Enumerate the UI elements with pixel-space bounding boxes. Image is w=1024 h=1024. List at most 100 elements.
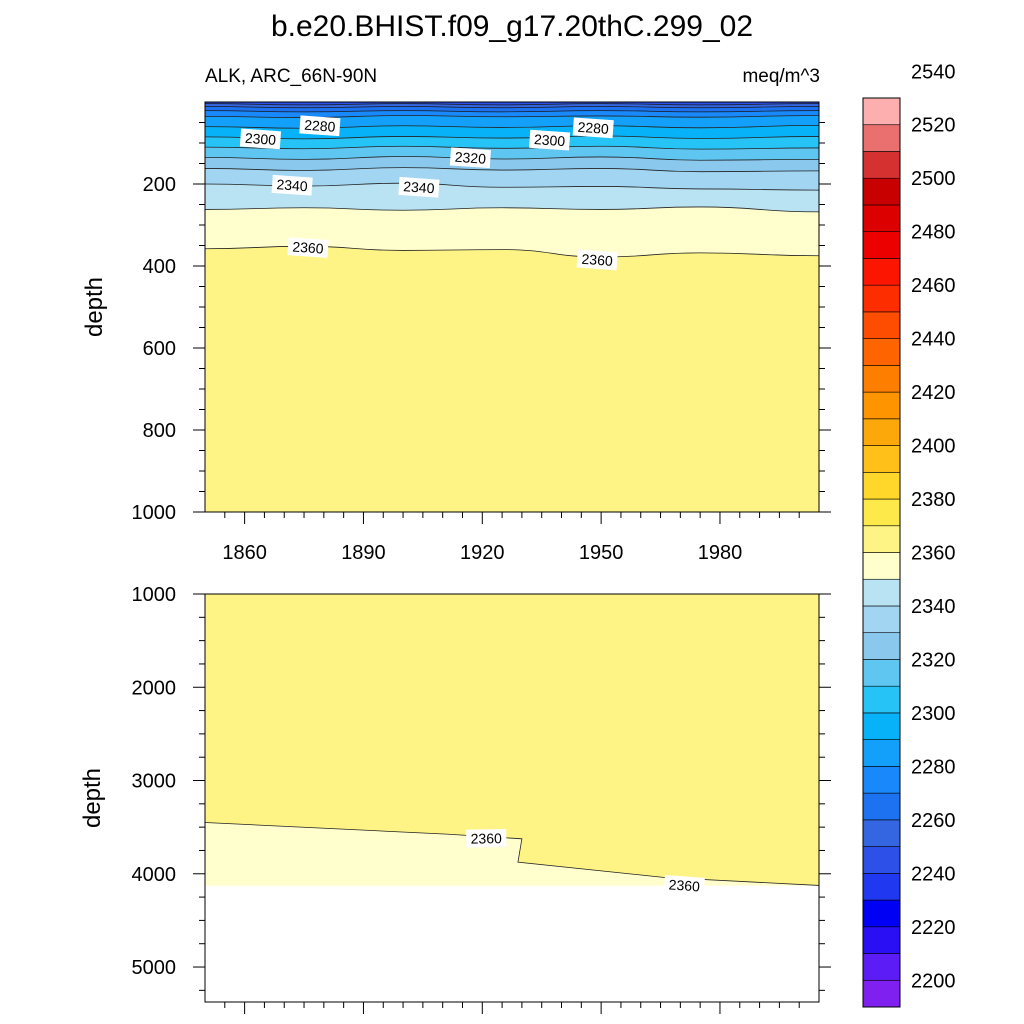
- upper-contour-label-text: 2360: [292, 238, 324, 256]
- colorbar-swatch: [862, 899, 901, 928]
- upper-contour-label: 2280: [572, 117, 614, 139]
- upper-contour-line: [204, 103, 820, 106]
- colorbar-swatch: [862, 578, 901, 607]
- colorbar-swatch: [862, 311, 901, 339]
- colorbar-swatch: [862, 685, 901, 714]
- upper-contour-labels: 2280 2280 2300 2300 2320 2340 2340 2360 2360: [239, 115, 618, 271]
- upper-right-string: meq/m^3: [742, 66, 820, 87]
- colorbar-swatch: [862, 659, 901, 687]
- colorbar-swatch: [862, 177, 901, 206]
- colorbar-swatch: [862, 97, 901, 126]
- colorbar: 2200 2220 2240 2260 2280 2300 2320 2340 2360 2380…: [862, 61, 956, 1008]
- colorbar-label: 2540: [911, 61, 956, 83]
- upper-contour-line: [204, 206, 820, 213]
- lower-x-axis: [224, 1002, 800, 1014]
- colorbar-label: 2520: [911, 115, 956, 137]
- lower-contour-label-text: 2360: [471, 830, 503, 847]
- upper-contour-label: 2300: [529, 129, 571, 151]
- upper-contour-label: 2340: [398, 176, 440, 198]
- upper-x-axis: 1860 1890 1920 1950 1980: [222, 512, 800, 564]
- colorbar-swatch: [862, 819, 901, 847]
- colorbar-swatch: [862, 926, 901, 954]
- upper-contour-label: 2320: [449, 147, 491, 169]
- colorbar-label: 2340: [911, 596, 956, 618]
- upper-contour-label-text: 2300: [534, 131, 566, 149]
- colorbar-swatch: [862, 792, 901, 821]
- colorbar-swatch: [862, 712, 901, 740]
- upper-left-string: ALK, ARC_66N-90N: [205, 66, 377, 87]
- upper-contour-label-text: 2280: [577, 119, 609, 137]
- colorbar-swatch: [862, 151, 901, 179]
- upper-contour-fill: [205, 102, 819, 512]
- colorbar-label: 2480: [911, 222, 956, 244]
- lower-contour-label: 2360: [663, 875, 705, 896]
- upper-contour-label: 2300: [239, 128, 282, 150]
- upper-contour-label: 2360: [576, 249, 618, 271]
- upper-y-tick-label: 400: [143, 256, 176, 278]
- upper-y-tick-label: 200: [143, 174, 176, 196]
- upper-contour-label: 2340: [271, 174, 313, 196]
- colorbar-swatch: [862, 418, 901, 446]
- colorbar-swatch: [862, 552, 901, 580]
- upper-y-tick-label: 600: [143, 338, 176, 360]
- upper-contour-line: [204, 106, 820, 109]
- lower-y-axis-label: depth: [79, 768, 106, 828]
- upper-contour-line: [204, 110, 820, 113]
- plot-title: b.e20.BHIST.f09_g17.20thC.299_02: [271, 10, 753, 43]
- colorbar-swatch: [862, 124, 901, 152]
- colorbar-label: 2240: [911, 863, 956, 885]
- upper-contour-line: [204, 145, 820, 150]
- upper-x-tick-label: 1950: [579, 542, 624, 564]
- colorbar-swatch: [862, 873, 901, 901]
- upper-y-tick-label: 800: [143, 420, 176, 442]
- colorbar-swatch: [862, 338, 901, 366]
- upper-x-tick-label: 1890: [341, 542, 386, 564]
- colorbar-swatch: [862, 498, 901, 527]
- colorbar-label: 2400: [911, 436, 956, 458]
- lower-y-tick-label: 1000: [132, 584, 177, 606]
- upper-y-axis: 200 400 600 800 1000: [132, 122, 831, 524]
- lower-contour-labels: 2360 2360: [466, 828, 705, 896]
- colorbar-label: 2500: [911, 168, 956, 190]
- lower-contour-fill: [205, 594, 819, 886]
- upper-contour-line: [204, 156, 820, 161]
- colorbar-label: 2420: [911, 382, 956, 404]
- colorbar-swatch: [862, 204, 901, 232]
- colorbar-swatch: [862, 258, 901, 286]
- lower-contour-label: 2360: [466, 828, 507, 848]
- colorbar-label: 2460: [911, 275, 956, 297]
- colorbar-swatch: [862, 632, 901, 660]
- colorbar-swatch: [862, 284, 901, 313]
- lower-y-tick-label: 2000: [132, 677, 177, 699]
- colorbar-swatch: [862, 525, 901, 553]
- colorbar-swatch: [862, 471, 901, 500]
- lower-fill-band: [205, 822, 819, 886]
- lower-y-tick-label: 3000: [132, 771, 177, 793]
- colorbar-label: 2220: [911, 917, 956, 939]
- upper-contour-line: [204, 135, 820, 140]
- upper-contour-label: 2360: [287, 237, 329, 258]
- colorbar-label: 2360: [911, 543, 956, 565]
- colorbar-swatch: [862, 766, 901, 794]
- upper-contour-label-text: 2280: [304, 117, 336, 135]
- colorbar-label: 2280: [911, 756, 956, 778]
- colorbar-swatch: [862, 846, 901, 874]
- colorbar-swatch: [862, 979, 901, 1008]
- upper-y-tick-label: 1000: [132, 502, 177, 524]
- colorbar-swatch: [862, 739, 901, 767]
- upper-panel: ALK, ARC_66N-90N meq/m^3 2280 2280 2300 230…: [81, 66, 831, 564]
- upper-y-axis-label: depth: [81, 277, 108, 337]
- upper-contour-line: [204, 167, 820, 173]
- upper-contour-label-text: 2340: [276, 176, 308, 194]
- colorbar-swatch: [862, 391, 901, 420]
- colorbar-swatch: [862, 365, 901, 393]
- colorbar-label: 2200: [911, 970, 956, 992]
- lower-plot-frame: [204, 593, 820, 1003]
- colorbar-swatch: [862, 605, 901, 634]
- upper-contour-label-text: 2360: [581, 251, 613, 269]
- upper-x-tick-label: 1920: [460, 542, 505, 564]
- upper-x-tick-label: 1980: [698, 542, 743, 564]
- colorbar-swatch: [862, 231, 901, 259]
- colorbar-swatch: [862, 445, 901, 473]
